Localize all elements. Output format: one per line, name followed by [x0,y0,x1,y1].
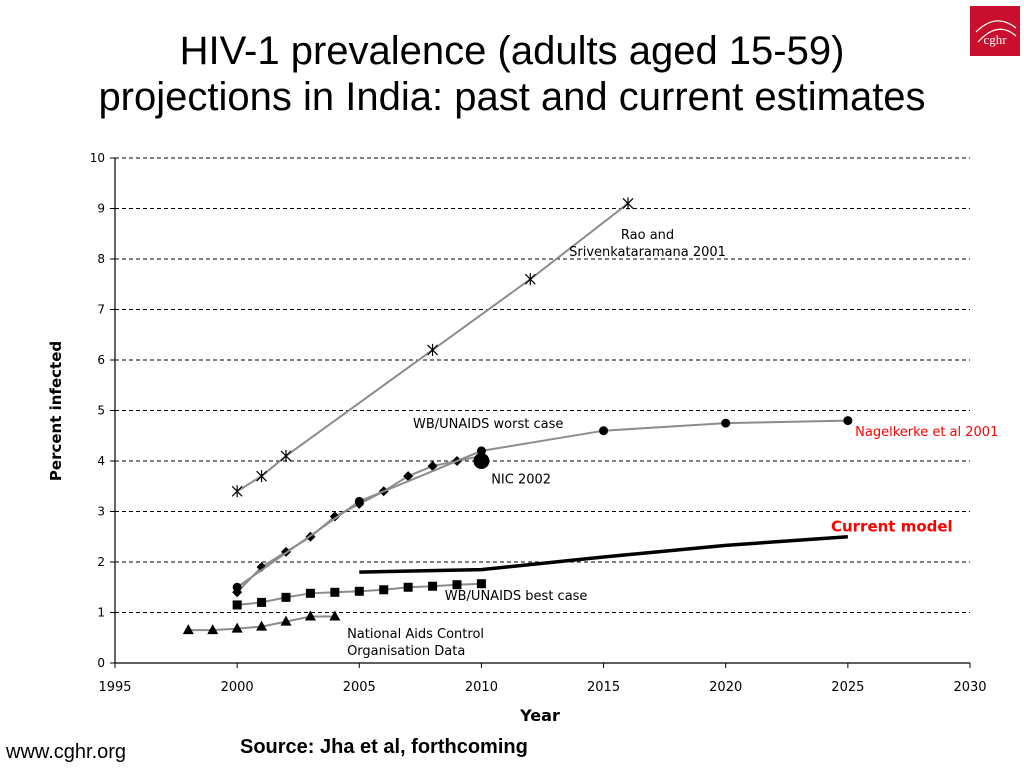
data-point [281,592,291,602]
data-point [329,511,340,522]
annotation-wb_best: WB/UNAIDS best case [445,589,588,604]
annotation-label: NIC 2002 [491,473,551,488]
source-note: Source: Jha et al, forthcoming [240,736,528,758]
data-point [280,615,292,626]
data-point [428,581,438,591]
data-point [232,582,242,592]
x-axis-label: Year [519,706,560,725]
series-rao [231,197,634,498]
y-axis-label: Percent infected [47,341,65,481]
data-point [182,624,194,635]
series-line-rao [236,202,629,493]
y-tick-label: 10 [90,151,105,165]
series-current [359,535,848,574]
y-tick-label: 1 [97,606,105,620]
annotation-naco: National Aids Control Organisation Data [347,627,484,659]
y-tick-label: 4 [97,454,105,468]
data-point [476,579,486,589]
y-tick-label: 7 [97,303,105,317]
data-point [329,610,341,621]
annotation-label: Srivenkataramana 2001 [569,245,726,260]
y-tick-label: 9 [97,202,105,216]
annotation-current: Current model [831,518,953,536]
series-wb_best [232,579,486,610]
x-tick-label: 2005 [343,680,376,695]
series-nic2002 [473,453,490,469]
data-point [232,600,242,610]
data-point [231,622,243,633]
y-tick-label: 0 [97,656,105,670]
logo-arc-icon [975,20,1017,43]
y-tick-label: 2 [97,555,105,569]
y-tick-label: 3 [97,505,105,519]
x-tick-label: 2030 [953,680,986,695]
data-point [476,446,486,456]
x-tick-label: 1995 [98,680,131,695]
data-point [257,597,267,607]
title-line-1: HIV-1 prevalence (adults aged 15-59) [179,29,845,73]
x-tick-label: 2025 [831,680,864,695]
cghr-logo: cghr [970,6,1020,56]
data-point [207,624,219,635]
data-point [256,562,267,573]
series-naco [182,610,341,635]
annotation-label: Rao and [621,228,674,243]
footer-url[interactable]: www.cghr.org [6,741,127,763]
x-tick-label: 2000 [221,680,254,695]
data-point [473,453,490,469]
x-tick-label: 2010 [465,680,498,695]
data-point [305,588,315,598]
logo-text: cghr [983,32,1007,47]
y-tick-label: 6 [97,353,105,367]
annotation-label: Nagelkerke et al 2001 [855,425,998,440]
slide-title: HIV-1 prevalence (adults aged 15-59) pro… [0,28,1024,120]
annotation-label: Current model [831,518,953,536]
data-point [256,620,268,631]
y-tick-label: 5 [97,404,105,418]
annotation-wb_worst: WB/UNAIDS worst case [413,417,563,432]
annotation-label: National Aids Control [347,627,484,642]
x-tick-label: 2020 [709,680,742,695]
data-point [403,582,413,592]
annotation-nagelkerke: Nagelkerke et al 2001 [855,425,998,440]
x-tick-label: 2015 [587,680,620,695]
series-line-current [359,535,848,574]
data-point [599,426,609,436]
data-point [721,418,731,428]
series-wb_worst [232,450,487,598]
title-line-2: projections in India: past and current e… [98,75,926,119]
series-line-nagelkerke [236,419,848,589]
data-point [304,610,316,621]
data-point [354,496,364,506]
series-nagelkerke [232,416,853,592]
annotation-rao: Rao and Srivenkataramana 2001 [569,228,726,260]
data-point [403,471,414,482]
data-point [330,587,340,597]
annotation-label: WB/UNAIDS worst case [413,417,563,432]
data-point [379,585,389,595]
data-point [354,586,364,596]
data-point [843,416,853,426]
data-point [427,461,438,472]
annotation-label: Organisation Data [347,644,465,659]
annotation-nic2002: NIC 2002 [491,473,551,488]
y-tick-label: 8 [97,252,105,266]
annotation-label: WB/UNAIDS best case [445,589,588,604]
data-point [452,580,462,590]
